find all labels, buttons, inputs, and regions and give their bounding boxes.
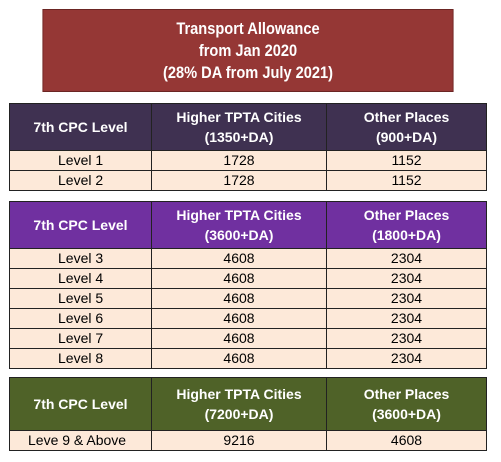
level-cell: Level 6 bbox=[9, 308, 152, 329]
higher-cell: 4608 bbox=[151, 288, 327, 309]
other-cell: 2304 bbox=[326, 348, 487, 369]
other-cell: 2304 bbox=[326, 288, 487, 309]
title-line-3: (28% DA from July 2021) bbox=[162, 62, 334, 82]
other-cell: 2304 bbox=[326, 268, 487, 289]
allowance-table-levels-1-2: 7th CPC Level Higher TPTA Cities (1350+D… bbox=[9, 103, 487, 191]
table-row: Level 4 4608 2304 bbox=[9, 268, 487, 289]
higher-cell: 4608 bbox=[151, 328, 327, 349]
higher-cell: 1728 bbox=[151, 150, 327, 171]
other-cell: 2304 bbox=[326, 248, 487, 269]
title-line-2: from Jan 2020 bbox=[198, 40, 298, 60]
header-other-places: Other Places (1800+DA) bbox=[326, 201, 487, 249]
level-cell: Level 7 bbox=[9, 328, 152, 349]
allowance-table-levels-3-8: 7th CPC Level Higher TPTA Cities (3600+D… bbox=[9, 201, 487, 369]
higher-cell: 4608 bbox=[151, 308, 327, 329]
table-row: Level 2 1728 1152 bbox=[9, 170, 487, 191]
other-cell: 2304 bbox=[326, 328, 487, 349]
level-cell: Level 5 bbox=[9, 288, 152, 309]
header-higher-tpta-label: Higher TPTA Cities bbox=[176, 386, 302, 402]
other-cell: 4608 bbox=[326, 430, 487, 451]
header-level: 7th CPC Level bbox=[9, 377, 152, 431]
higher-cell: 4608 bbox=[151, 348, 327, 369]
table-row: Level 3 4608 2304 bbox=[9, 248, 487, 269]
table-row: Leve 9 & Above 9216 4608 bbox=[9, 430, 487, 451]
level-cell: Level 8 bbox=[9, 348, 152, 369]
level-cell: Leve 9 & Above bbox=[9, 430, 152, 451]
header-other-places-rate: (3600+DA) bbox=[372, 406, 441, 422]
header-higher-tpta: Higher TPTA Cities (1350+DA) bbox=[151, 103, 327, 151]
level-cell: Level 2 bbox=[9, 170, 152, 191]
header-other-places: Other Places (900+DA) bbox=[326, 103, 487, 151]
header-other-places-rate: (1800+DA) bbox=[372, 227, 441, 243]
level-cell: Level 3 bbox=[9, 248, 152, 269]
header-level: 7th CPC Level bbox=[9, 103, 152, 151]
higher-cell: 4608 bbox=[151, 248, 327, 269]
table-row: Level 6 4608 2304 bbox=[9, 308, 487, 329]
header-other-places-label: Other Places bbox=[363, 207, 450, 223]
level-cell: Level 1 bbox=[9, 150, 152, 171]
header-higher-tpta-rate: (3600+DA) bbox=[204, 227, 274, 243]
other-cell: 1152 bbox=[326, 170, 487, 191]
allowance-table-level-9-above: 7th CPC Level Higher TPTA Cities (7200+D… bbox=[9, 377, 487, 451]
header-other-places-label: Other Places bbox=[363, 109, 450, 125]
table-header-row: 7th CPC Level Higher TPTA Cities (3600+D… bbox=[9, 201, 487, 249]
other-cell: 2304 bbox=[326, 308, 487, 329]
higher-cell: 9216 bbox=[151, 430, 327, 451]
header-level: 7th CPC Level bbox=[9, 201, 152, 249]
title-line-1: Transport Allowance bbox=[176, 18, 320, 38]
header-higher-tpta-label: Higher TPTA Cities bbox=[176, 109, 302, 125]
higher-cell: 4608 bbox=[151, 268, 327, 289]
other-cell: 1152 bbox=[326, 150, 487, 171]
table-header-row: 7th CPC Level Higher TPTA Cities (1350+D… bbox=[9, 103, 487, 151]
header-other-places-label: Other Places bbox=[363, 386, 450, 402]
page-title: Transport Allowance from Jan 2020 (28% D… bbox=[42, 9, 454, 92]
higher-cell: 1728 bbox=[151, 170, 327, 191]
header-other-places-rate: (900+DA) bbox=[375, 129, 438, 145]
header-higher-tpta: Higher TPTA Cities (7200+DA) bbox=[151, 377, 327, 431]
header-higher-tpta: Higher TPTA Cities (3600+DA) bbox=[151, 201, 327, 249]
table-row: Level 5 4608 2304 bbox=[9, 288, 487, 309]
table-row: Level 1 1728 1152 bbox=[9, 150, 487, 171]
table-header-row: 7th CPC Level Higher TPTA Cities (7200+D… bbox=[9, 377, 487, 431]
header-higher-tpta-label: Higher TPTA Cities bbox=[176, 207, 302, 223]
level-cell: Level 4 bbox=[9, 268, 152, 289]
table-row: Level 8 4608 2304 bbox=[9, 348, 487, 369]
table-row: Level 7 4608 2304 bbox=[9, 328, 487, 349]
header-other-places: Other Places (3600+DA) bbox=[326, 377, 487, 431]
header-higher-tpta-rate: (1350+DA) bbox=[204, 129, 274, 145]
header-higher-tpta-rate: (7200+DA) bbox=[204, 406, 274, 422]
